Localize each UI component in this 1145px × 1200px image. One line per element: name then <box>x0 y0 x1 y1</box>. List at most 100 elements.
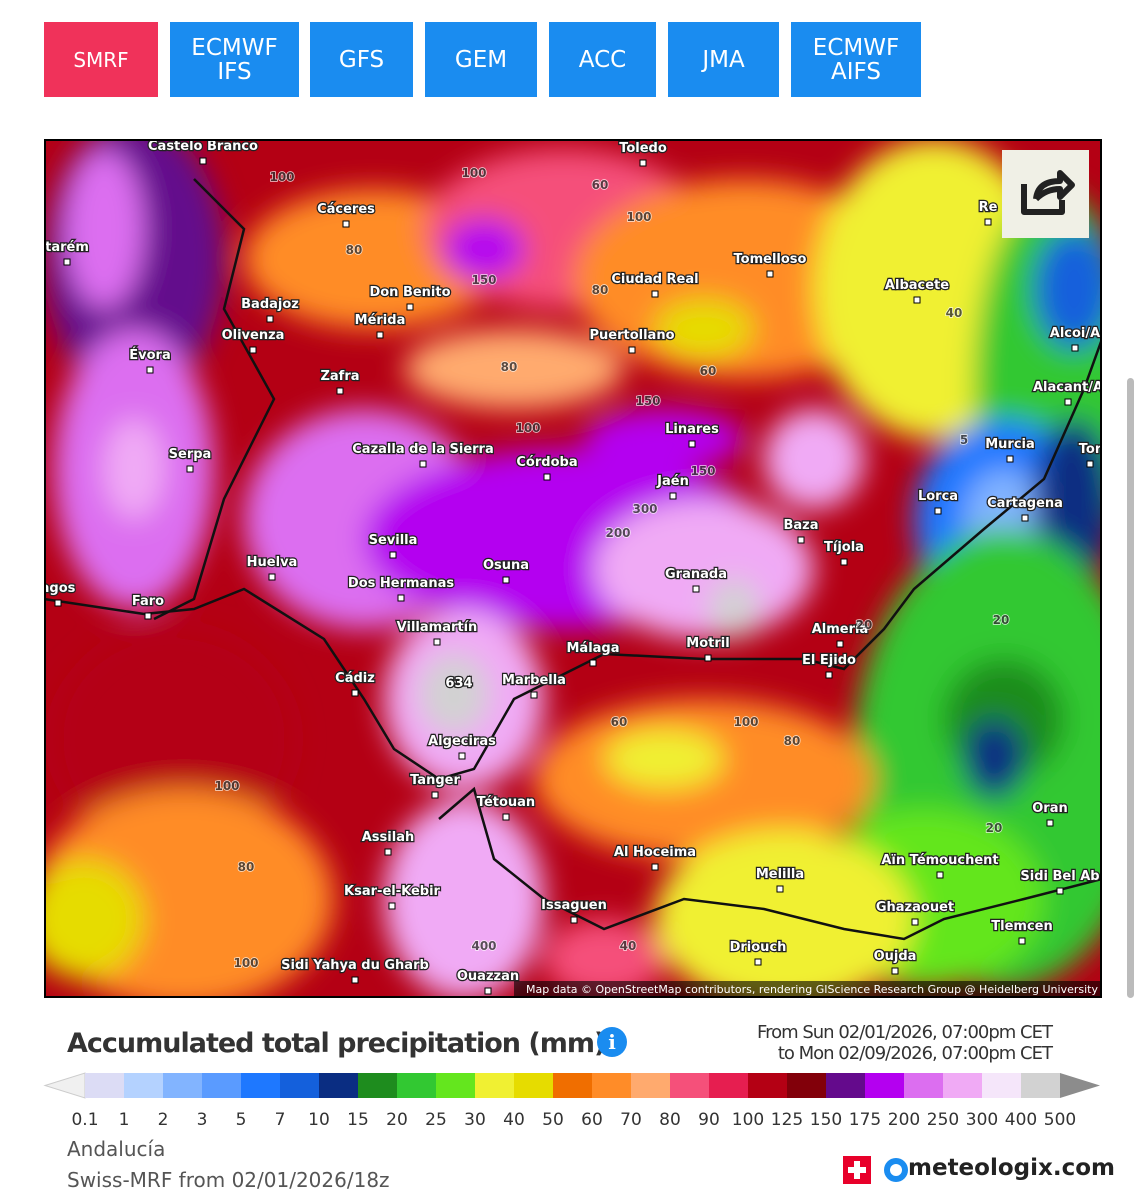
colorbar-label: 50 <box>542 1110 564 1130</box>
model-tab[interactable]: ECMWF IFS <box>170 22 299 97</box>
contour-label: 80 <box>592 283 609 297</box>
city-label: Oran <box>1032 801 1068 816</box>
city-marker <box>502 576 510 584</box>
contour-label: 20 <box>856 618 873 632</box>
model-tab[interactable]: JMA <box>668 22 779 97</box>
city-label: Villamartín <box>397 620 478 635</box>
city-label: Córdoba <box>516 455 577 470</box>
contour-label: 60 <box>592 178 609 192</box>
attribution: Map data © OpenStreetMap contributors, r… <box>526 983 1098 996</box>
city-label: Ciudad Real <box>611 272 698 287</box>
contour-label: 100 <box>626 210 651 224</box>
city-label: Ouazzan <box>457 969 519 984</box>
colorbar-label: 60 <box>581 1110 603 1130</box>
info-icon[interactable]: i <box>596 1026 628 1058</box>
city-marker <box>1064 398 1072 406</box>
city-label: Évora <box>129 347 170 363</box>
model-tab[interactable]: SMRF <box>44 22 158 97</box>
colorbar-label: 1 <box>119 1110 130 1130</box>
city-label: Málaga <box>566 641 619 656</box>
model-tab[interactable]: ACC <box>549 22 656 97</box>
city-label: Linares <box>665 422 719 437</box>
contour-label: 100 <box>214 779 239 793</box>
colorbar-label: 250 <box>927 1110 959 1130</box>
contour-label: 80 <box>501 360 518 374</box>
city-label: Baza <box>783 518 818 533</box>
contour-label: 20 <box>993 613 1010 627</box>
colorbar-label: 70 <box>620 1110 642 1130</box>
city-label: Driouch <box>730 940 787 955</box>
model-tab[interactable]: GFS <box>310 22 413 97</box>
city-marker <box>825 671 833 679</box>
colorbar: 0.1 1 2 3 5 7 10 15 20 25 30 40 50 60 70 80 90 100 125 150 1… <box>43 1072 1100 1130</box>
city-label: Tomelloso <box>734 252 807 267</box>
city-marker <box>836 640 844 648</box>
city-marker <box>704 654 712 662</box>
city-marker <box>431 791 439 799</box>
colorbar-swatch <box>748 1073 788 1098</box>
contour-label: 100 <box>233 956 258 970</box>
colorbar-swatch <box>553 1073 593 1098</box>
city-label: Assilah <box>362 830 414 845</box>
contour-label: 100 <box>461 166 486 180</box>
colorbar-swatch <box>787 1073 827 1098</box>
city-marker <box>692 585 700 593</box>
city-label: Cádiz <box>335 671 375 686</box>
swiss-flag <box>843 1156 871 1184</box>
colorbar-label: 7 <box>275 1110 286 1130</box>
city-marker <box>342 220 350 228</box>
contour-label: 80 <box>238 860 255 874</box>
city-label: Osuna <box>483 558 529 573</box>
city-marker <box>1071 344 1079 352</box>
city-marker <box>688 440 696 448</box>
contour-label: 40 <box>946 306 963 320</box>
city-label: Marbella <box>502 673 566 688</box>
city-label: Cáceres <box>317 202 375 217</box>
city-marker <box>984 218 992 226</box>
city-label: Granada <box>665 567 727 582</box>
contour-label: 300 <box>632 502 657 516</box>
city-label: Alacant/A <box>1033 380 1102 395</box>
city-label: Puertollano <box>589 328 674 343</box>
city-label: Almería <box>812 622 869 637</box>
colorbar-swatch <box>397 1073 437 1098</box>
colorbar-label: 3 <box>197 1110 208 1130</box>
city-label: Zafra <box>320 369 359 384</box>
city-marker <box>484 987 492 995</box>
colorbar-swatch <box>943 1073 983 1098</box>
contour-label: 200 <box>605 526 630 540</box>
city-marker <box>458 752 466 760</box>
colorbar-swatch <box>670 1073 710 1098</box>
city-label: Tíjola <box>824 540 864 555</box>
colorbar-label: 0.1 <box>71 1110 98 1130</box>
city-label: Lorca <box>918 489 958 504</box>
city-marker <box>433 638 441 646</box>
colorbar-label: 80 <box>659 1110 681 1130</box>
colorbar-label: 2 <box>158 1110 169 1130</box>
colorbar-label: 10 <box>308 1110 330 1130</box>
city-marker <box>570 916 578 924</box>
city-marker <box>336 387 344 395</box>
model-tab[interactable]: ECMWF AIFS <box>791 22 921 97</box>
colorbar-label: 100 <box>732 1110 764 1130</box>
city-label: Cazalla de la Sierra <box>352 442 494 457</box>
city-label: Huelva <box>247 555 298 570</box>
svg-text:i: i <box>608 1030 616 1054</box>
model-tab[interactable]: GEM <box>425 22 537 97</box>
city-label: Tlemcen <box>991 919 1052 934</box>
contour-label: 80 <box>784 734 801 748</box>
colorbar-swatch <box>709 1073 749 1098</box>
share-icon <box>1021 170 1075 215</box>
city-label: Oujda <box>874 949 917 964</box>
city-label: Motril <box>686 636 729 651</box>
scrollbar[interactable] <box>1127 378 1134 998</box>
colorbar-label: 500 <box>1044 1110 1076 1130</box>
city-marker <box>1006 455 1014 463</box>
city-marker <box>351 689 359 697</box>
city-label: Albacete <box>885 278 949 293</box>
colorbar-label: 90 <box>698 1110 720 1130</box>
city-marker <box>754 958 762 966</box>
colorbar-swatch <box>241 1073 281 1098</box>
city-marker <box>1018 937 1026 945</box>
